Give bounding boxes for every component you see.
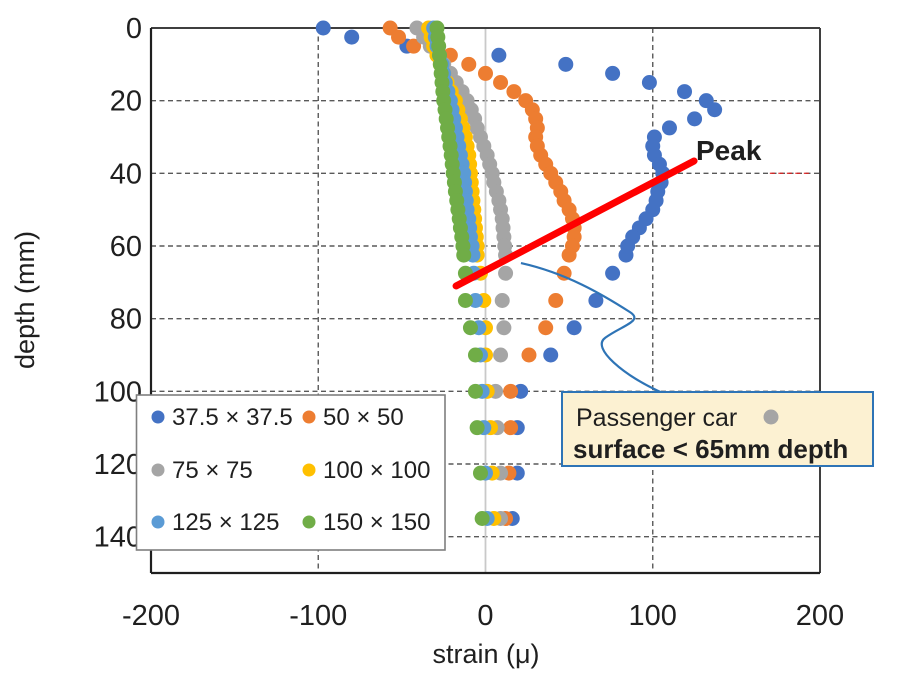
legend-box [135, 394, 446, 551]
data-point [478, 65, 493, 81]
data-point [462, 320, 478, 336]
x-tick-label: 200 [796, 600, 844, 632]
y-axis-title: depth (mm) [10, 231, 40, 369]
legend-item-label: 50 × 50 [323, 404, 404, 431]
data-point [687, 111, 703, 127]
data-point [461, 56, 477, 72]
y-tick-label: 60 [110, 231, 142, 263]
data-point [498, 265, 514, 281]
data-point [456, 247, 472, 263]
legend-items: 37.5 × 37.5 50 × 50 75 × 75 100 × 100 125 × … [151, 404, 430, 536]
y-tick-label: 140 [94, 522, 142, 554]
data-point [344, 29, 360, 45]
data-point [494, 293, 510, 308]
legend-swatch [302, 410, 316, 424]
peak-label: Peak [696, 135, 762, 166]
legend-swatch [151, 515, 165, 529]
data-point [543, 347, 559, 363]
y-tick-label: 100 [94, 376, 142, 408]
y-tick-label: 80 [110, 304, 142, 336]
note-box: Passenger car surface < 65mm depth [561, 391, 874, 467]
data-point [457, 293, 473, 308]
data-point [521, 347, 537, 363]
x-tick-label: 100 [629, 600, 677, 632]
data-point [605, 65, 621, 81]
note-line2: surface < 65mm depth [573, 434, 848, 464]
annotations-layer [452, 157, 698, 395]
x-axis-title: strain (μ) [432, 639, 539, 669]
data-point [391, 29, 407, 45]
data-point [496, 320, 512, 336]
data-point [467, 383, 483, 399]
data-point [467, 347, 483, 363]
data-point [661, 120, 677, 136]
x-tick-label: 0 [477, 600, 493, 632]
legend-item-label: 75 × 75 [172, 457, 253, 484]
data-point [605, 265, 621, 281]
data-point [707, 102, 723, 118]
legend-item-label: 37.5 × 37.5 [172, 404, 293, 431]
legend-swatch [151, 463, 165, 477]
y-tick-label: 0 [126, 13, 142, 45]
callout-leader-line [520, 262, 664, 395]
data-point [561, 247, 577, 263]
legend-item-label: 100 × 100 [323, 457, 430, 484]
data-point [503, 383, 519, 399]
data-point [491, 47, 507, 63]
data-point [618, 247, 634, 263]
data-point [548, 293, 564, 308]
data-point [503, 420, 519, 436]
data-point [558, 56, 574, 72]
legend-swatch [302, 463, 316, 477]
data-point [506, 84, 522, 100]
y-tick-label: 40 [110, 158, 142, 190]
data-point [406, 38, 422, 54]
data-point [677, 84, 693, 100]
series-150×150 [429, 20, 490, 526]
note-line1: Passenger car [576, 404, 737, 432]
data-point [538, 320, 554, 336]
legend-swatch [302, 515, 316, 529]
note-box-background [561, 391, 874, 467]
x-tick-label: -200 [122, 600, 180, 632]
data-point [493, 75, 509, 90]
data-series-layer [315, 20, 723, 526]
gray-dot-icon [763, 409, 779, 425]
data-point [474, 511, 490, 526]
data-point [588, 293, 604, 308]
tick-labels-layer: -200 -100 0 100 200 0 20 40 60 80 100 120 140 [94, 13, 845, 632]
legend-item-label: 150 × 150 [323, 509, 430, 536]
y-tick-label: 120 [94, 449, 142, 481]
legend-item-label: 125 × 125 [172, 509, 279, 536]
data-point [556, 265, 572, 281]
data-point [493, 347, 509, 363]
x-tick-label: -100 [289, 600, 347, 632]
legend-swatch [151, 410, 165, 424]
y-tick-label: 20 [110, 86, 142, 118]
legend: 37.5 × 37.5 50 × 50 75 × 75 100 × 100 125 × … [135, 394, 446, 551]
data-point [641, 75, 657, 90]
data-point [566, 320, 582, 336]
data-point [469, 420, 485, 436]
data-point [472, 465, 488, 481]
data-point [315, 20, 331, 36]
peak-line [452, 157, 698, 290]
